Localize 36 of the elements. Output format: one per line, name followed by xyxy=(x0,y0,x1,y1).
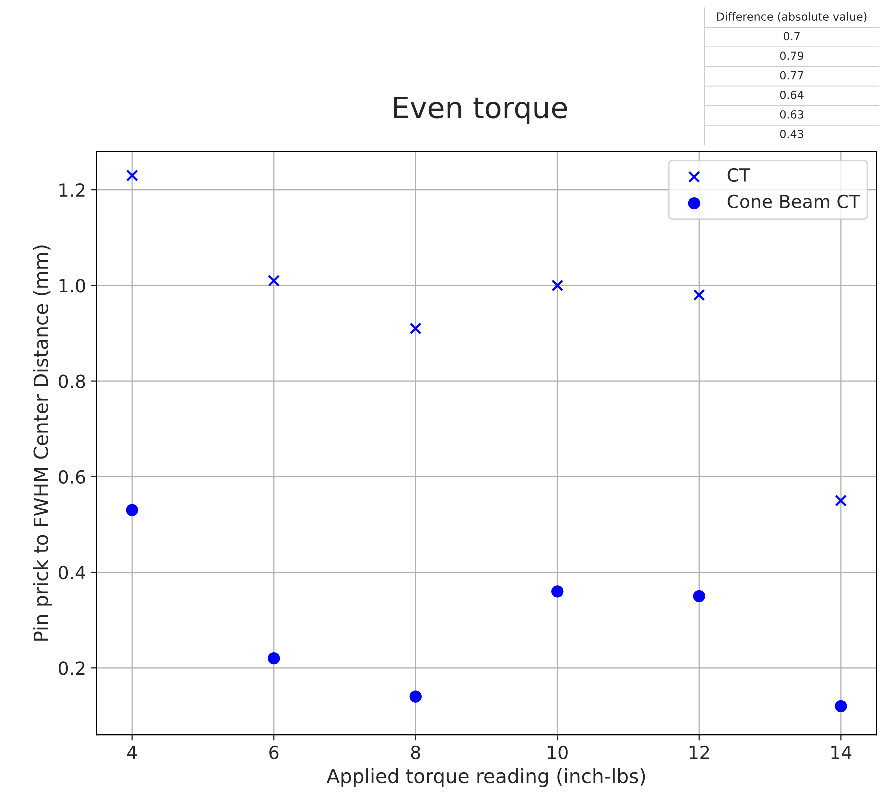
point xyxy=(268,274,280,287)
point xyxy=(268,652,280,665)
point xyxy=(835,700,848,712)
legend-label: CT xyxy=(728,168,751,182)
point xyxy=(552,586,564,598)
text: 0.63 xyxy=(780,110,804,119)
text: 0.43 xyxy=(780,130,804,138)
point xyxy=(126,170,138,182)
text: 0.79 xyxy=(780,52,804,60)
y-axis-title: Pin prick to FWHM Center Distance (mm) xyxy=(33,246,52,641)
y-tick-label: 0.6 xyxy=(58,470,86,484)
y-tick-label: 1.0 xyxy=(60,279,86,293)
point xyxy=(693,289,706,302)
text: Difference (absolute value) xyxy=(717,12,867,22)
x-tick-label: 10 xyxy=(548,746,568,760)
x-tick-label: 4 xyxy=(127,746,138,760)
y-tick-label: 0.8 xyxy=(58,374,86,388)
point xyxy=(835,494,848,507)
x-tick-label: 6 xyxy=(270,746,279,760)
y-tick-label: 0.4 xyxy=(58,566,86,580)
x-axis-title: Applied torque reading (inch-lbs) xyxy=(326,768,646,788)
y-tick-label: 0.2 xyxy=(58,662,85,676)
legend-label: Cone Beam CT xyxy=(728,194,860,209)
chart-title: Even torque xyxy=(394,97,568,124)
point xyxy=(410,322,422,335)
text: 0.77 xyxy=(780,71,804,80)
y-tick-label: 1.2 xyxy=(60,184,85,197)
x-tick-label: 8 xyxy=(411,746,420,760)
text: 0.64 xyxy=(780,90,804,100)
point xyxy=(552,280,564,292)
x-tick-label: 12 xyxy=(690,746,710,760)
point xyxy=(693,590,706,603)
text: 0.7 xyxy=(784,32,800,41)
point xyxy=(126,504,138,516)
x-tick-label: 14 xyxy=(832,746,852,760)
point xyxy=(410,690,422,703)
